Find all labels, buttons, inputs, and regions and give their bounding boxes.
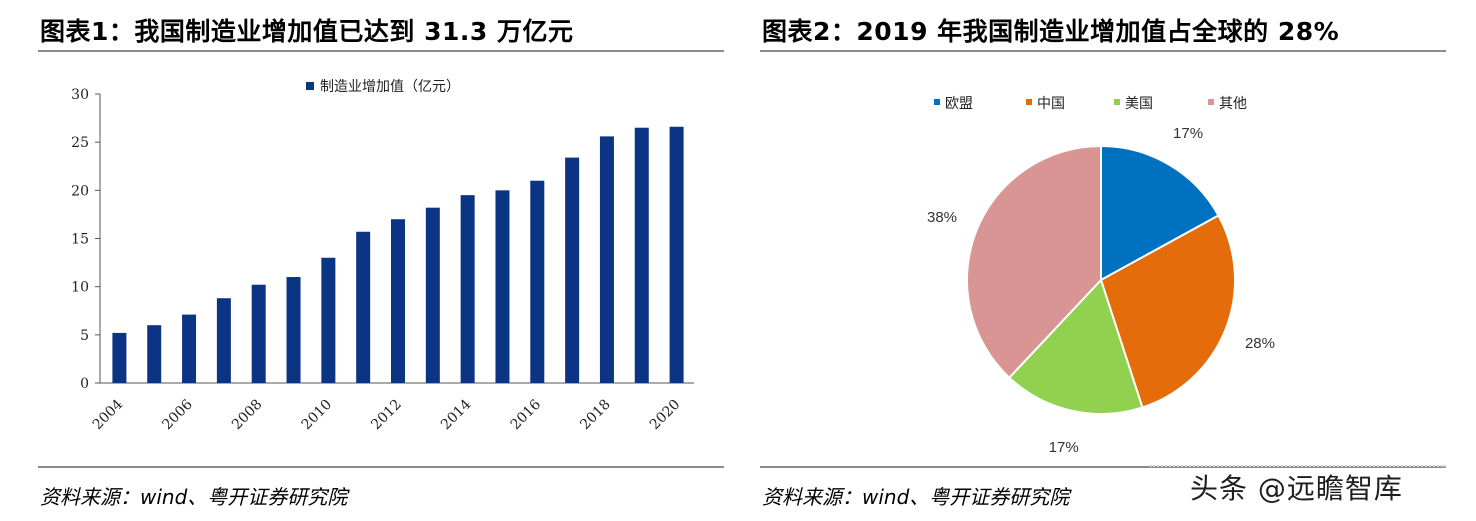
watermark-dotted-line [1150,465,1446,469]
pie-value-label: 17% [1173,125,1203,142]
legend-swatch [306,82,314,90]
legend-label: 制造业增加值（亿元） [320,79,460,95]
y-tick-label: 30 [71,87,89,103]
chart2-bottom-rule [760,466,1446,468]
legend-label: 中国 [1037,96,1065,112]
chart1-top-rule [38,50,724,52]
chart2-source: 资料来源：wind、粤开证券研究院 [762,485,1070,509]
bar-2015 [495,190,510,383]
bar-2011 [356,231,371,383]
bar-2020 [669,126,684,384]
bar-2006 [182,314,197,383]
chart2-title: 图表2：2019 年我国制造业增加值占全球的 28% [762,17,1340,46]
legend-swatch-美国 [1114,99,1120,105]
pie-slice-欧盟 [1100,144,1220,282]
watermark-text: 头条 @远瞻智库 [1190,472,1403,505]
chart1-source: 资料来源：wind、粤开证券研究院 [40,485,348,509]
x-tick-label: 2006 [159,396,196,433]
x-tick-label: 2016 [508,396,545,433]
bar-2004 [112,332,127,383]
bar-2018 [599,136,614,383]
legend-swatch-其他 [1208,99,1214,105]
chart1-title: 图表1：我国制造业增加值已达到 31.3 万亿元 [40,17,574,46]
y-tick-label: 15 [71,232,89,248]
bar-2007 [216,298,231,383]
y-tick-label: 10 [71,280,89,296]
x-tick-label: 2020 [647,397,684,434]
bar-2008 [251,284,266,383]
chart1-bottom-rule [38,466,724,468]
pie-value-label: 28% [1245,335,1275,352]
bar-2017 [565,157,580,383]
pie-slice-其他 [966,144,1102,380]
bar-2005 [147,325,162,383]
bar-chart: 0 5 10 15 20 25 30 2004 2006 2008 2010 2012 2014 2016… [71,79,694,434]
legend-label: 其他 [1219,96,1247,112]
legend-swatch-欧盟 [934,99,940,105]
bar-2010 [321,257,336,383]
legend-swatch-中国 [1026,99,1032,105]
y-tick-label: 5 [80,328,89,344]
legend-label: 美国 [1125,96,1153,112]
legend-label: 欧盟 [945,96,973,112]
pie-value-label: 17% [1049,439,1079,456]
y-tick-label: 20 [71,183,89,199]
bar-2016 [530,180,545,383]
pie-value-label: 38% [927,209,957,226]
chart-panel-manufacturing-value: 图表1：我国制造业增加值已达到 31.3 万亿元 0 5 10 15 20 25 30 200… [38,0,724,521]
bar-2019 [634,127,649,383]
pie-slice-美国 [1007,278,1144,415]
pie-slice-中国 [1099,214,1236,409]
bar-2014 [460,195,475,383]
y-tick-label: 0 [80,376,89,392]
x-tick-label: 2014 [438,396,475,433]
x-tick-label: 2018 [577,397,614,434]
chart-panel-global-share: 图表2：2019 年我国制造业增加值占全球的 28% 17% 28% 17% 38% 欧… [760,0,1446,521]
x-tick-label: 2008 [229,397,266,434]
chart2-top-rule [760,50,1446,52]
x-tick-label: 2004 [90,396,127,433]
y-tick-label: 25 [71,135,89,151]
x-tick-label: 2010 [299,397,336,434]
bar-2012 [391,219,405,383]
pie-chart: 17% 28% 17% 38% 欧盟 中国 美国 其他 [927,96,1275,456]
bar-2009 [286,277,301,383]
bar-2013 [425,207,440,383]
x-tick-label: 2012 [368,397,405,434]
